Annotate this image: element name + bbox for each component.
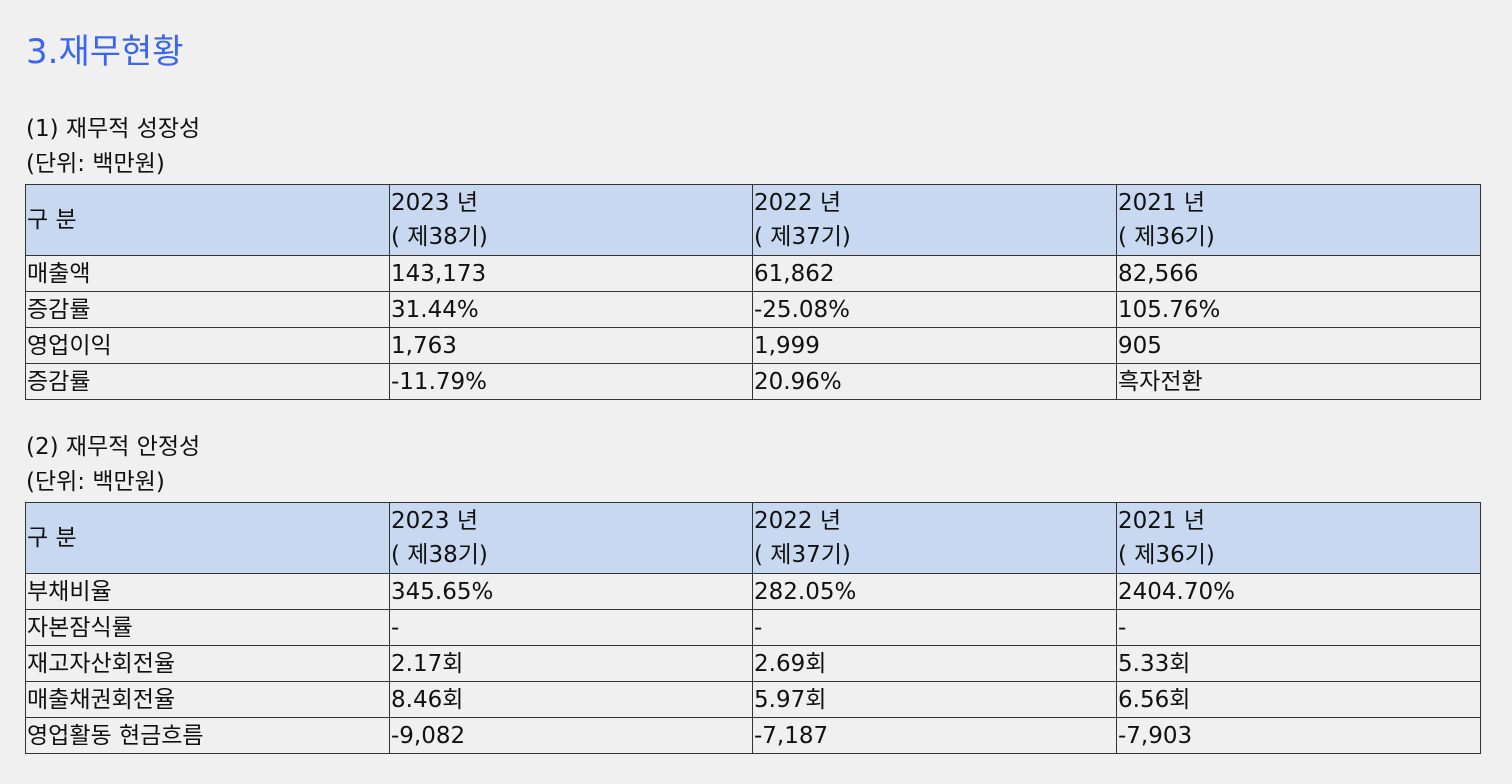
table-row: 재고자산회전율 2.17회 2.69회 5.33회 bbox=[25, 645, 1481, 682]
cell-value: 1,763 bbox=[389, 327, 753, 364]
cell-value: 2.17회 bbox=[389, 645, 753, 682]
cell-value: -25.08% bbox=[752, 291, 1117, 328]
table-row: 부채비율 345.65% 282.05% 2404.70% bbox=[25, 573, 1481, 610]
cell-value: - bbox=[752, 609, 1117, 646]
cell-value: 6.56회 bbox=[1116, 681, 1481, 718]
cell-value: 2.69회 bbox=[752, 645, 1117, 682]
header-year: 2023 년 bbox=[391, 190, 479, 216]
table-row: 영업이익 1,763 1,999 905 bbox=[25, 327, 1481, 364]
row-label: 자본잠식률 bbox=[25, 609, 390, 646]
row-label: 영업활동 현금흐름 bbox=[25, 717, 390, 754]
header-year: 2021 년 bbox=[1118, 508, 1206, 534]
table-row: 매출채권회전율 8.46회 5.97회 6.56회 bbox=[25, 681, 1481, 718]
table-row: 증감률 -11.79% 20.96% 흑자전환 bbox=[25, 363, 1481, 400]
cell-value: 282.05% bbox=[752, 573, 1117, 610]
header-period: ( 제37기) bbox=[754, 542, 851, 568]
cell-value: 61,862 bbox=[752, 255, 1117, 292]
header-year: 2022 년 bbox=[754, 508, 842, 534]
table-row: 증감률 31.44% -25.08% 105.76% bbox=[25, 291, 1481, 328]
cell-value: -7,187 bbox=[752, 717, 1117, 754]
header-year-cell: 2023 년 ( 제38기) bbox=[389, 502, 753, 574]
cell-value: 905 bbox=[1116, 327, 1481, 364]
header-label-cell: 구 분 bbox=[25, 184, 390, 256]
cell-value: 31.44% bbox=[389, 291, 753, 328]
row-label: 증감률 bbox=[25, 363, 390, 400]
cell-value: 105.76% bbox=[1116, 291, 1481, 328]
header-year: 2021 년 bbox=[1118, 190, 1206, 216]
growth-table-header-row: 구 분 2023 년 ( 제38기) 2022 년 ( 제37기) 2021 년… bbox=[25, 184, 1481, 256]
cell-value: 2404.70% bbox=[1116, 573, 1481, 610]
cell-value: 143,173 bbox=[389, 255, 753, 292]
growth-unit-label: (단위: 백만원) bbox=[26, 151, 165, 177]
stability-table: 구 분 2023 년 ( 제38기) 2022 년 ( 제37기) 2021 년… bbox=[25, 502, 1481, 754]
row-label: 영업이익 bbox=[25, 327, 390, 364]
cell-value: 흑자전환 bbox=[1116, 363, 1481, 400]
header-year-cell: 2022 년 ( 제37기) bbox=[752, 184, 1117, 256]
table-row: 자본잠식률 - - - bbox=[25, 609, 1481, 646]
stability-table-header-row: 구 분 2023 년 ( 제38기) 2022 년 ( 제37기) 2021 년… bbox=[25, 502, 1481, 574]
header-year: 2023 년 bbox=[391, 508, 479, 534]
header-year-cell: 2021 년 ( 제36기) bbox=[1116, 502, 1481, 574]
cell-value: -9,082 bbox=[389, 717, 753, 754]
row-label: 부채비율 bbox=[25, 573, 390, 610]
cell-value: 5.97회 bbox=[752, 681, 1117, 718]
header-year-cell: 2021 년 ( 제36기) bbox=[1116, 184, 1481, 256]
growth-table: 구 분 2023 년 ( 제38기) 2022 년 ( 제37기) 2021 년… bbox=[25, 184, 1481, 400]
cell-value: 8.46회 bbox=[389, 681, 753, 718]
cell-value: - bbox=[389, 609, 753, 646]
stability-unit-label: (단위: 백만원) bbox=[26, 469, 165, 495]
row-label: 증감률 bbox=[25, 291, 390, 328]
cell-value: 82,566 bbox=[1116, 255, 1481, 292]
row-label: 매출채권회전율 bbox=[25, 681, 390, 718]
stability-section-caption: (2) 재무적 안정성 bbox=[26, 434, 201, 460]
growth-section-caption: (1) 재무적 성장성 bbox=[26, 116, 201, 142]
table-row: 매출액 143,173 61,862 82,566 bbox=[25, 255, 1481, 292]
cell-value: -11.79% bbox=[389, 363, 753, 400]
header-label-cell: 구 분 bbox=[25, 502, 390, 574]
header-period: ( 제37기) bbox=[754, 224, 851, 250]
row-label: 매출액 bbox=[25, 255, 390, 292]
cell-value: - bbox=[1116, 609, 1481, 646]
page-title: 3.재무현황 bbox=[26, 32, 184, 72]
cell-value: 1,999 bbox=[752, 327, 1117, 364]
header-period: ( 제38기) bbox=[391, 542, 488, 568]
cell-value: 20.96% bbox=[752, 363, 1117, 400]
header-year-cell: 2023 년 ( 제38기) bbox=[389, 184, 753, 256]
cell-value: 345.65% bbox=[389, 573, 753, 610]
header-period: ( 제36기) bbox=[1118, 224, 1215, 250]
cell-value: 5.33회 bbox=[1116, 645, 1481, 682]
header-period: ( 제38기) bbox=[391, 224, 488, 250]
header-year: 2022 년 bbox=[754, 190, 842, 216]
header-period: ( 제36기) bbox=[1118, 542, 1215, 568]
header-year-cell: 2022 년 ( 제37기) bbox=[752, 502, 1117, 574]
cell-value: -7,903 bbox=[1116, 717, 1481, 754]
row-label: 재고자산회전율 bbox=[25, 645, 390, 682]
table-row: 영업활동 현금흐름 -9,082 -7,187 -7,903 bbox=[25, 717, 1481, 754]
